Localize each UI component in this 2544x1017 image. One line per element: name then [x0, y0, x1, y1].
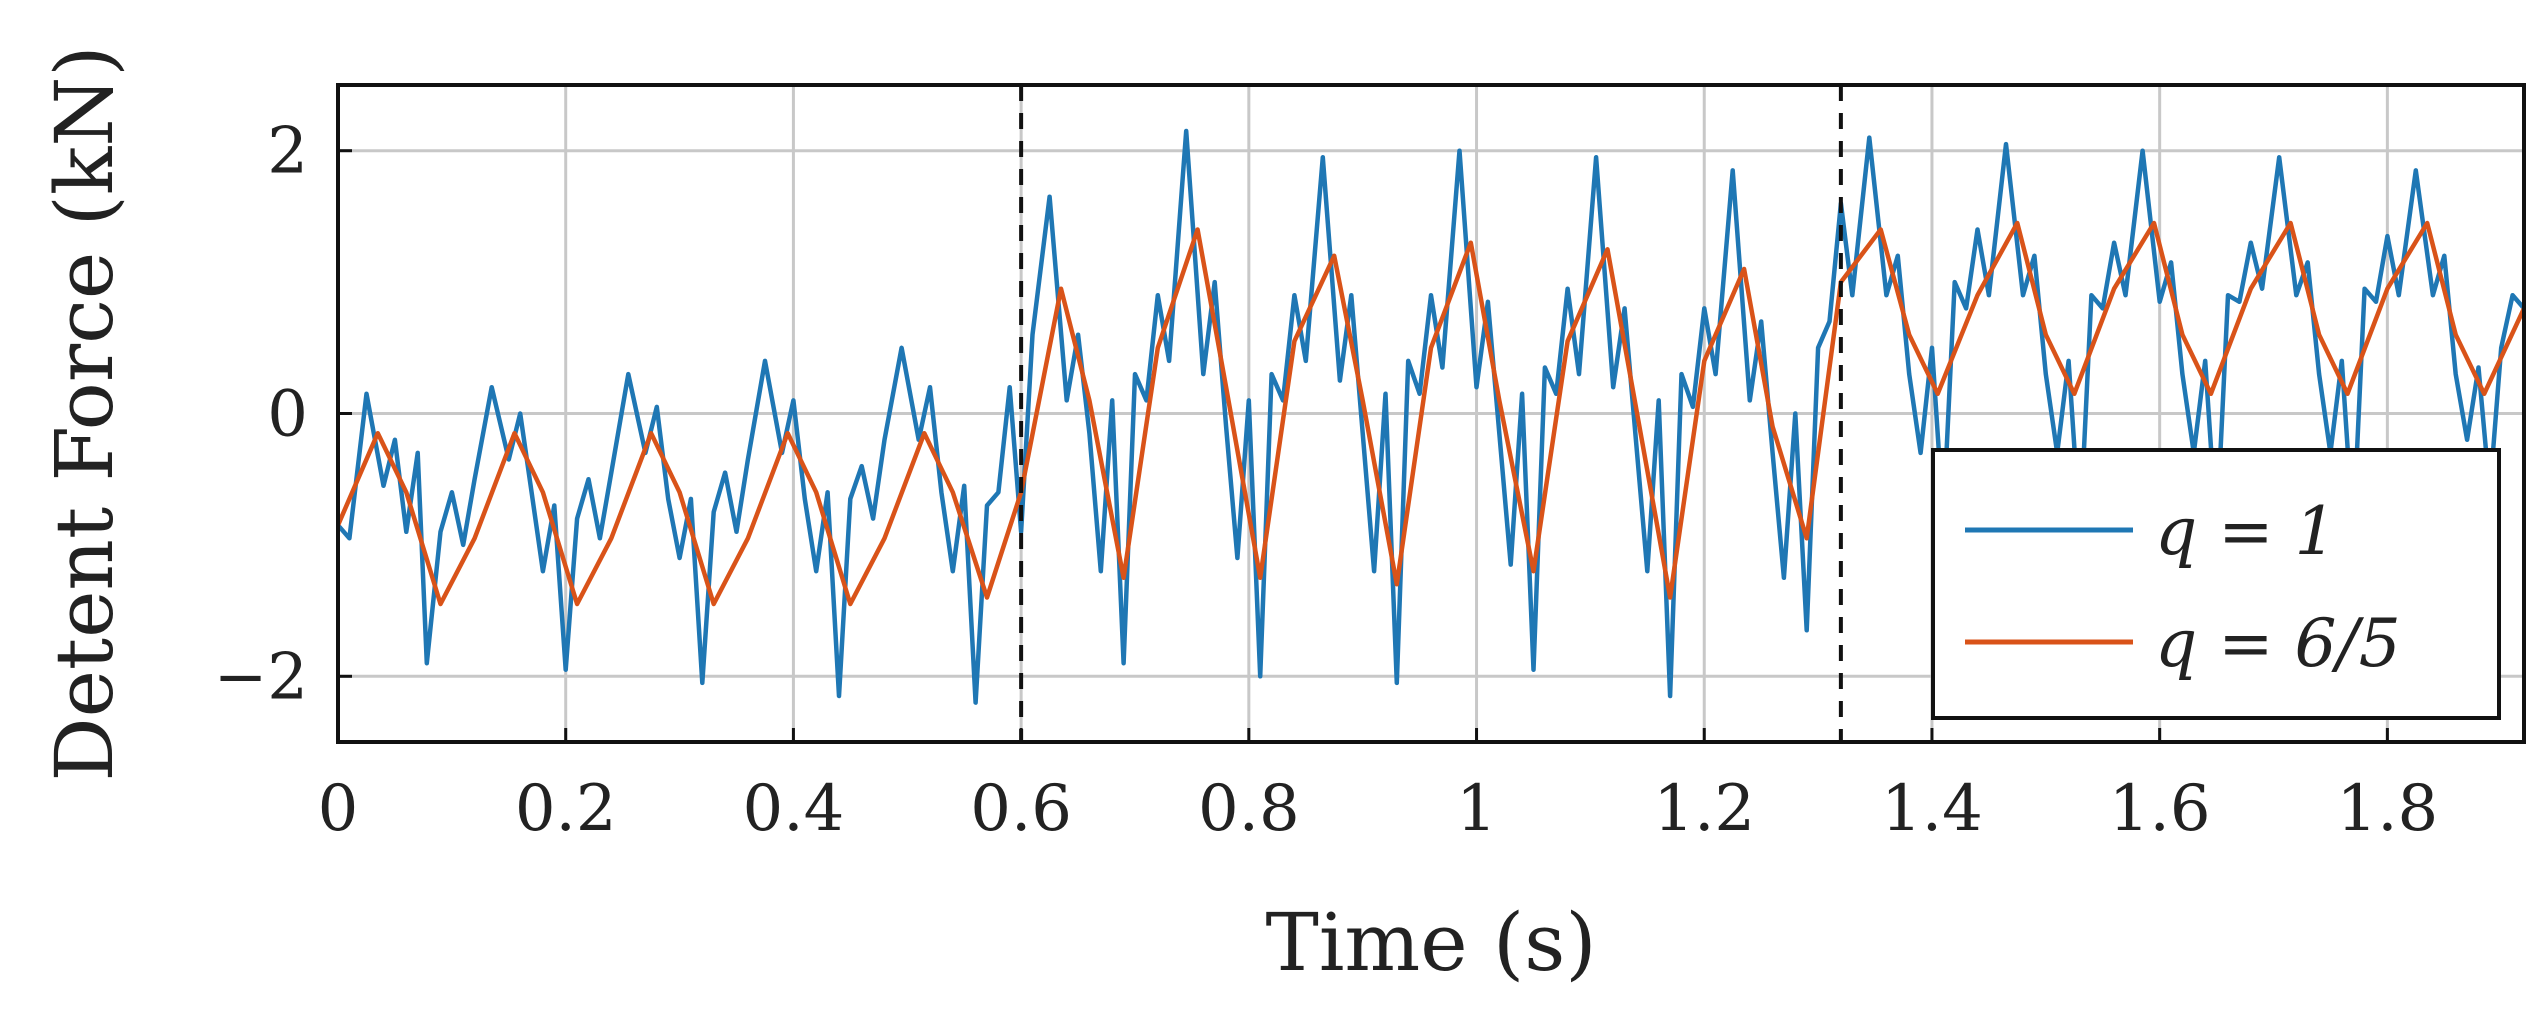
- x-tick-label: 0.6: [970, 772, 1072, 846]
- x-tick-label: 0.2: [515, 772, 617, 846]
- y-axis-ticks: −2 0 2: [214, 115, 352, 714]
- x-axis-ticks: 0 0.2 0.4 0.6 0.8 1 1.2 1.4 1.6 1.8: [318, 728, 2438, 846]
- series-layer: [335, 128, 2527, 705]
- legend: q = 1 q = 6/5: [1931, 448, 2501, 720]
- x-tick-label: 1.8: [2336, 772, 2438, 846]
- x-tick-label: 1.6: [2109, 772, 2211, 846]
- y-axis-label: Detent Force (kN): [38, 45, 131, 781]
- legend-label-2: q = 6/5: [2155, 605, 2401, 682]
- y-tick-label: −2: [214, 640, 308, 714]
- y-tick-label: 2: [267, 115, 308, 189]
- x-tick-label: 1: [1456, 772, 1497, 846]
- x-tick-label: 0.8: [1198, 772, 1300, 846]
- y-tick-label: 0: [267, 378, 308, 452]
- x-tick-label: 1.2: [1653, 772, 1755, 846]
- x-tick-label: 0: [318, 772, 359, 846]
- vertical-markers: [1019, 85, 1843, 742]
- x-axis-label: Time (s): [1265, 896, 1596, 989]
- series-line-2: [335, 220, 2527, 607]
- legend-label-1: q = 1: [2155, 493, 2337, 570]
- x-tick-label: 1.4: [1881, 772, 1983, 846]
- x-tick-label: 0.4: [743, 772, 845, 846]
- legend-box: [1931, 448, 2501, 720]
